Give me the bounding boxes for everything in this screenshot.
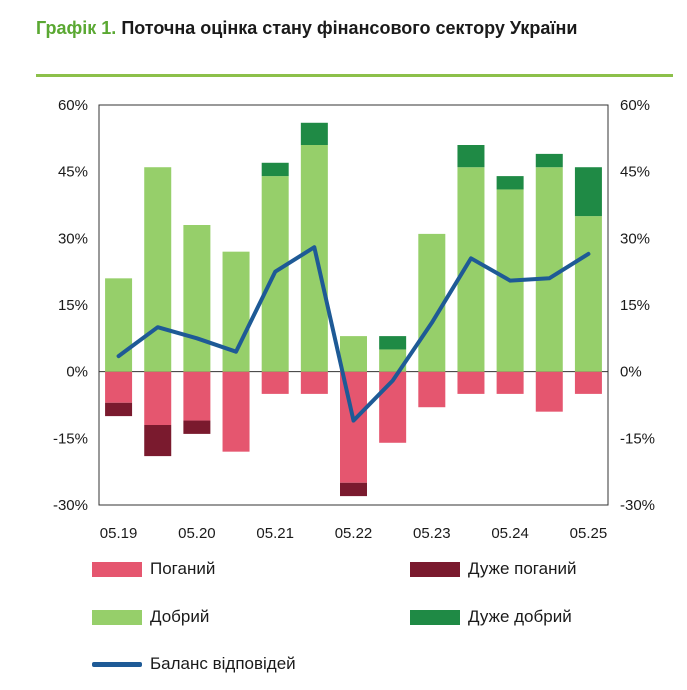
x-tick-2: 05.21 [256, 525, 294, 542]
bar-very-good-11 [535, 153, 563, 168]
y-tick-right-5: -15% [620, 430, 655, 447]
bar-good-12 [574, 216, 602, 372]
bar-very-bad-0 [105, 402, 133, 417]
y-tick-left-4: 0% [66, 364, 88, 381]
bar-bad-4 [261, 371, 289, 394]
y-tick-right-4: 0% [620, 364, 642, 381]
bar-very-good-5 [300, 122, 328, 145]
y-tick-right-6: -30% [620, 497, 655, 514]
bar-bad-8 [418, 371, 446, 408]
bar-very-good-4 [261, 162, 289, 177]
tick-labels: 60% 60% 45% 45% 30% 30% 15% 15% 0% 0% -15% -15% -30%… [53, 97, 655, 542]
bar-bad-5 [300, 371, 328, 394]
bar-bad-0 [105, 371, 133, 403]
bar-bad-1 [144, 371, 172, 425]
bar-good-8 [418, 233, 446, 372]
y-tick-left-2: 30% [58, 230, 88, 247]
y-tick-left-1: 45% [58, 164, 88, 181]
chart-title: Графік 1. Поточна оцінка стану фінансово… [36, 18, 577, 39]
x-tick-5: 05.24 [491, 525, 529, 542]
bar-good-7 [379, 349, 407, 372]
x-tick-3: 05.22 [335, 525, 373, 542]
y-tick-right-1: 45% [620, 164, 650, 181]
title-divider [36, 74, 673, 77]
bar-good-5 [300, 145, 328, 372]
plot-frame [98, 104, 609, 506]
bar-bad-10 [496, 371, 524, 394]
y-tick-left-3: 15% [58, 297, 88, 314]
chart-title-text: Поточна оцінка стану фінансового сектору… [121, 18, 578, 38]
bar-bad-11 [535, 371, 563, 412]
y-tick-left-5: -15% [53, 430, 88, 447]
bar-very-good-9 [457, 145, 485, 168]
bar-bad-2 [183, 371, 211, 421]
bar-good-1 [144, 167, 172, 372]
x-tick-0: 05.19 [100, 525, 138, 542]
balance-line [116, 245, 591, 423]
bar-good-11 [535, 167, 563, 372]
x-tick-6: 05.25 [570, 525, 608, 542]
chart-number: Графік 1. [36, 18, 117, 38]
bar-good-2 [183, 225, 211, 372]
bar-bad-12 [574, 371, 602, 394]
bar-bad-7 [379, 371, 407, 443]
y-tick-right-3: 15% [620, 297, 650, 314]
bar-very-good-10 [496, 176, 524, 190]
bar-very-bad-1 [144, 425, 172, 457]
bar-bad-9 [457, 371, 485, 394]
y-tick-right-0: 60% [620, 97, 650, 114]
bar-very-good-7 [379, 336, 407, 350]
bar-very-good-12 [574, 167, 602, 217]
bar-bad-6 [340, 371, 367, 483]
bar-good-6 [340, 336, 367, 372]
balance-line-group [116, 245, 591, 423]
bar-very-bad-2 [183, 420, 211, 434]
bars [105, 122, 602, 497]
x-tick-4: 05.23 [413, 525, 451, 542]
bar-very-bad-6 [340, 482, 367, 497]
bar-good-9 [457, 167, 485, 372]
y-tick-left-0: 60% [58, 97, 88, 114]
y-tick-right-2: 30% [620, 230, 650, 247]
x-tick-1: 05.20 [178, 525, 216, 542]
bar-bad-3 [222, 371, 250, 452]
y-tick-left-6: -30% [53, 497, 88, 514]
